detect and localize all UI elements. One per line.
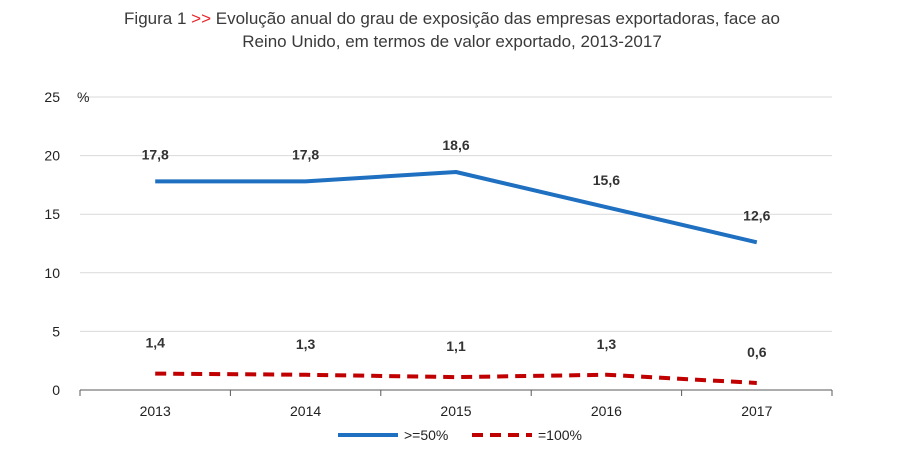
- figure-number: Figura 1: [124, 9, 186, 28]
- data-label: 1,1: [446, 338, 466, 354]
- y-tick-label: 5: [52, 323, 60, 339]
- data-label: 1,3: [597, 336, 617, 352]
- legend-label-1: >=50%: [404, 427, 448, 443]
- data-label: 12,6: [743, 207, 770, 223]
- y-axis-unit: %: [77, 89, 89, 105]
- x-tick-label: 2017: [741, 403, 772, 419]
- data-labels: 17,8 17,8 18,6 15,6 12,6 1,4 1,3 1,1 1,3 0,6: [142, 137, 771, 360]
- data-label: 1,4: [145, 335, 165, 351]
- x-tick-label: 2014: [290, 403, 321, 419]
- x-tick-label: 2013: [140, 403, 171, 419]
- gridlines: [80, 96, 832, 332]
- x-tick-label: 2016: [591, 403, 622, 419]
- axes: [79, 389, 833, 396]
- y-tick-label: 15: [44, 206, 60, 222]
- series-lines: [155, 170, 758, 385]
- legend: >=50% =100%: [338, 427, 582, 443]
- chart-title-line2: Reino Unido, em termos de valor exportad…: [242, 32, 662, 51]
- title-text-line1: Evolução anual do grau de exposição das …: [216, 9, 780, 28]
- data-label: 1,3: [296, 336, 316, 352]
- legend-label-2: =100%: [538, 427, 582, 443]
- data-label: 17,8: [142, 146, 169, 162]
- x-tick-label: 2015: [440, 403, 471, 419]
- series-line-2: [155, 371, 757, 385]
- figure-accent: >>: [191, 9, 211, 28]
- y-tick-labels: 0 5 10 15 20 25: [44, 89, 60, 398]
- data-label: 0,6: [747, 344, 767, 360]
- y-tick-label: 10: [44, 265, 60, 281]
- y-tick-label: 25: [44, 89, 60, 105]
- y-tick-label: 0: [52, 382, 60, 398]
- data-label: 18,6: [442, 137, 469, 153]
- y-tick-label: 20: [44, 148, 60, 164]
- data-label: 17,8: [292, 146, 319, 162]
- x-tick-labels: 2013 2014 2015 2016 2017: [140, 403, 773, 419]
- data-label: 15,6: [593, 172, 620, 188]
- chart-title-line1: Figura 1 >> Evolução anual do grau de ex…: [124, 9, 780, 28]
- series-line-1: [155, 170, 758, 245]
